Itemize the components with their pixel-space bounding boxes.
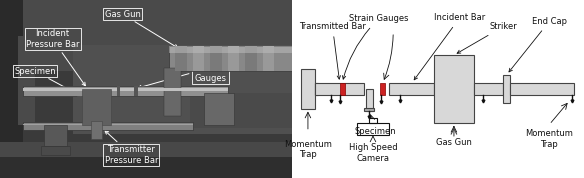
Bar: [18, 36, 35, 125]
Bar: [23, 86, 228, 96]
Text: Specimen: Specimen: [14, 67, 81, 96]
Text: Transmitted Bar: Transmitted Bar: [299, 22, 366, 79]
Bar: [164, 68, 181, 116]
Bar: [190, 93, 292, 128]
Bar: [503, 75, 510, 103]
Bar: [340, 83, 345, 95]
Bar: [169, 46, 292, 53]
Bar: [0, 142, 292, 157]
Bar: [380, 83, 385, 95]
Bar: [228, 46, 239, 71]
Bar: [23, 88, 228, 91]
Bar: [193, 46, 204, 71]
Bar: [23, 124, 193, 125]
Text: Momentum
Trap: Momentum Trap: [284, 140, 332, 159]
Bar: [510, 83, 574, 95]
Bar: [169, 46, 292, 71]
Text: Gas Gun: Gas Gun: [436, 138, 472, 147]
Bar: [23, 122, 193, 130]
Bar: [434, 55, 474, 123]
Bar: [474, 83, 503, 95]
Bar: [389, 83, 434, 95]
Bar: [41, 146, 70, 155]
Text: End Cap: End Cap: [509, 17, 567, 72]
Bar: [315, 83, 364, 95]
Text: Striker: Striker: [457, 22, 517, 53]
Bar: [0, 0, 23, 178]
Bar: [245, 46, 257, 71]
Bar: [0, 0, 292, 71]
Bar: [204, 93, 234, 125]
Bar: [0, 146, 292, 178]
Bar: [210, 46, 222, 71]
Bar: [357, 123, 389, 135]
Bar: [366, 89, 373, 111]
Bar: [315, 83, 318, 95]
Bar: [44, 125, 67, 146]
Text: Incident
Strain
Gauges: Incident Strain Gauges: [138, 53, 227, 89]
Bar: [301, 69, 315, 109]
Bar: [134, 86, 138, 96]
Bar: [91, 121, 102, 139]
Text: High Speed
Camera: High Speed Camera: [349, 143, 397, 163]
Text: Strain Gauges: Strain Gauges: [342, 14, 408, 79]
Text: Transmitter
Pressure Bar: Transmitter Pressure Bar: [105, 131, 158, 164]
Text: Specimen: Specimen: [354, 127, 396, 136]
Bar: [364, 108, 374, 111]
Bar: [175, 46, 187, 71]
Text: Momentum
Trap: Momentum Trap: [526, 129, 573, 148]
Text: Gas Gun: Gas Gun: [105, 10, 178, 48]
Bar: [263, 46, 274, 71]
Bar: [117, 86, 120, 96]
Bar: [369, 118, 377, 123]
Bar: [73, 44, 292, 134]
Text: Incident Bar: Incident Bar: [414, 13, 485, 80]
Bar: [82, 89, 111, 125]
Text: Incident
Pressure Bar: Incident Pressure Bar: [26, 30, 85, 86]
